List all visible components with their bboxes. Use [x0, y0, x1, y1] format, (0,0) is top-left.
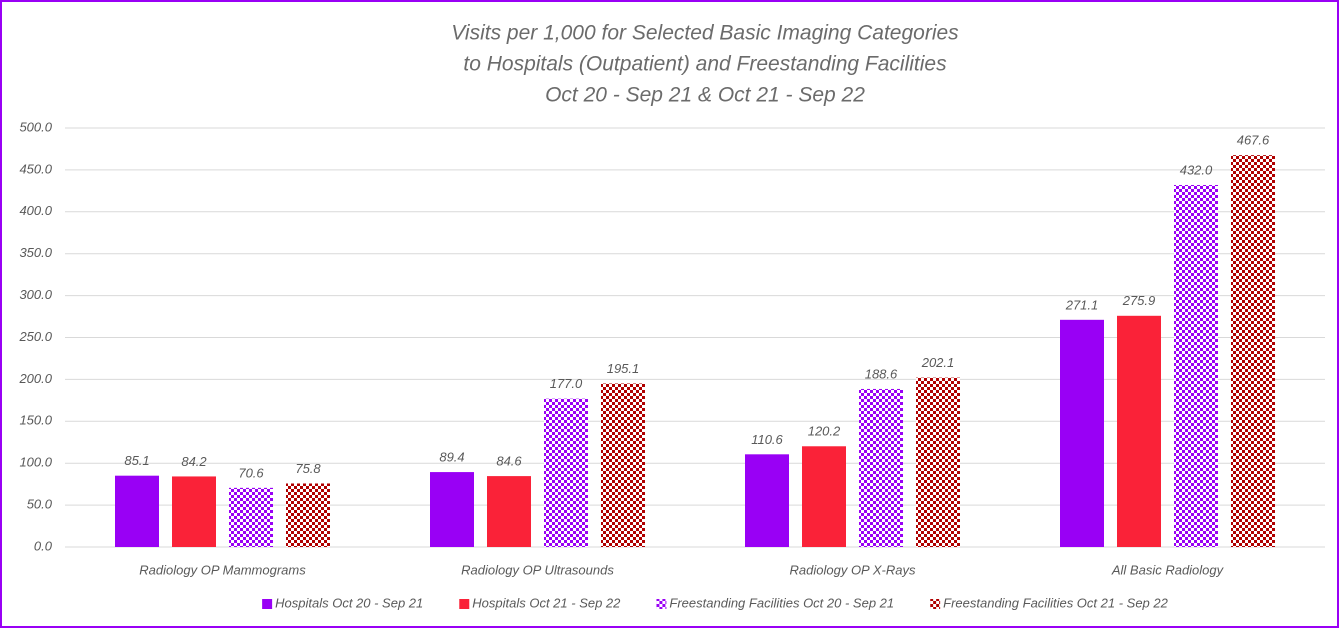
legend-label: Freestanding Facilities Oct 20 - Sep 21	[669, 595, 894, 610]
y-tick-label: 450.0	[19, 161, 52, 176]
bar	[745, 454, 789, 547]
chart-title: Oct 20 - Sep 21 & Oct 21 - Sep 22	[545, 84, 865, 107]
x-tick-label: All Basic Radiology	[1111, 562, 1225, 577]
bar	[229, 487, 273, 547]
x-tick-label: Radiology OP Ultrasounds	[461, 562, 614, 577]
legend-swatch	[656, 599, 667, 609]
bar	[115, 475, 159, 547]
data-label: 120.2	[808, 424, 841, 439]
bar	[859, 388, 903, 547]
data-label: 84.2	[181, 454, 207, 469]
bar	[172, 476, 216, 547]
y-tick-label: 100.0	[19, 455, 52, 470]
y-tick-label: 400.0	[19, 203, 52, 218]
bar	[1117, 315, 1161, 547]
data-label: 432.0	[1180, 162, 1213, 177]
x-tick-label: Radiology OP X-Rays	[790, 562, 916, 577]
bar	[601, 383, 645, 547]
bar	[430, 472, 474, 547]
legend-swatch	[459, 599, 470, 609]
data-label: 84.6	[496, 454, 522, 469]
y-tick-label: 150.0	[19, 413, 52, 428]
legend-label: Hospitals Oct 21 - Sep 22	[472, 595, 621, 610]
data-label: 188.6	[865, 366, 898, 381]
legend-swatch	[930, 599, 941, 609]
bar	[1174, 184, 1218, 547]
y-tick-label: 300.0	[19, 287, 52, 302]
legend-item: Freestanding Facilities Oct 20 - Sep 21	[656, 595, 894, 610]
data-label: 70.6	[238, 465, 264, 480]
y-tick-label: 500.0	[19, 119, 52, 134]
bar	[544, 398, 588, 547]
data-label: 271.1	[1065, 297, 1099, 312]
legend-swatch	[262, 599, 273, 609]
y-tick-label: 250.0	[18, 329, 52, 344]
bar	[1231, 155, 1275, 548]
x-tick-label: Radiology OP Mammograms	[139, 562, 306, 577]
data-label: 110.6	[751, 432, 783, 447]
legend-label: Hospitals Oct 20 - Sep 21	[275, 595, 423, 610]
bar	[802, 446, 846, 547]
data-label: 75.8	[295, 461, 321, 476]
data-label: 195.1	[607, 361, 640, 376]
legend-item: Hospitals Oct 20 - Sep 21	[262, 595, 423, 610]
data-label: 467.6	[1237, 133, 1270, 148]
legend-item: Hospitals Oct 21 - Sep 22	[459, 595, 621, 610]
data-label: 275.9	[1122, 293, 1156, 308]
y-tick-label: 50.0	[27, 497, 53, 512]
data-label: 177.0	[550, 376, 583, 391]
bar	[1060, 319, 1104, 547]
y-tick-label: 350.0	[19, 245, 52, 260]
bar	[286, 483, 330, 547]
chart-title: Visits per 1,000 for Selected Basic Imag…	[451, 22, 959, 45]
legend-label: Freestanding Facilities Oct 21 - Sep 22	[943, 595, 1168, 610]
chart-title: to Hospitals (Outpatient) and Freestandi…	[463, 53, 947, 76]
y-tick-label: 0.0	[34, 538, 53, 553]
bar	[487, 476, 531, 547]
data-label: 85.1	[124, 453, 149, 468]
bar	[916, 377, 960, 547]
data-label: 202.1	[921, 355, 955, 370]
y-tick-label: 200.0	[18, 371, 52, 386]
data-label: 89.4	[439, 450, 464, 465]
legend-item: Freestanding Facilities Oct 21 - Sep 22	[930, 595, 1169, 610]
